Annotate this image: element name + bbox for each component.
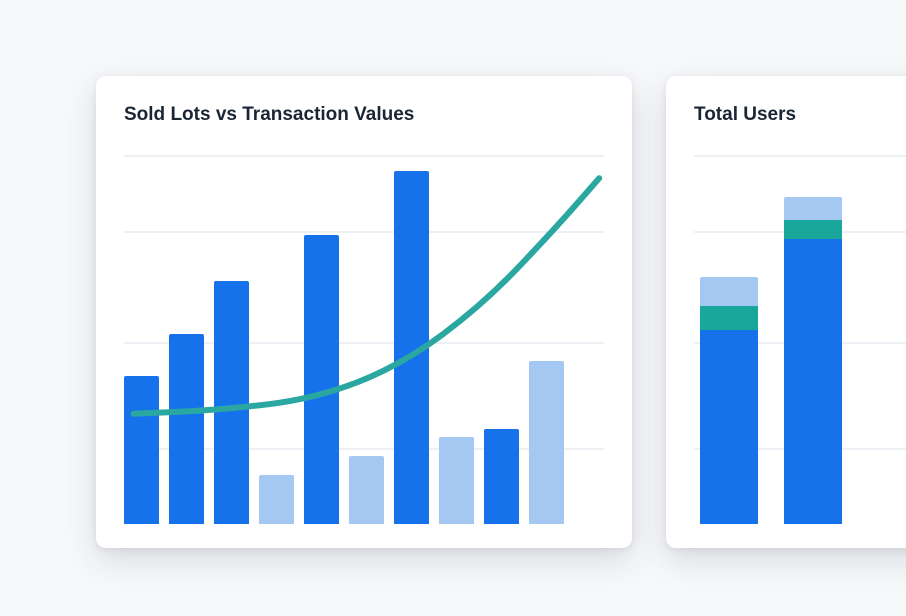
sold-lots-chart	[124, 144, 604, 524]
stacked-bar	[784, 197, 842, 524]
card-title: Total Users	[694, 104, 906, 126]
stacked-bar	[700, 277, 758, 524]
bar-segment	[700, 277, 758, 306]
bar-segment	[784, 197, 842, 220]
dashboard-canvas: Sold Lots vs Transaction Values Total Us…	[0, 0, 906, 616]
bar-segment	[784, 239, 842, 524]
bar-segment	[784, 220, 842, 239]
card-title: Sold Lots vs Transaction Values	[124, 104, 604, 126]
total-users-chart	[694, 144, 906, 524]
bar-segment	[700, 306, 758, 331]
bar-segment	[700, 330, 758, 524]
trend-curve	[124, 144, 604, 524]
total-users-card: Total Users	[666, 76, 906, 548]
stacked-bars	[700, 197, 906, 524]
gridline	[694, 155, 906, 157]
sold-lots-vs-transaction-values-card: Sold Lots vs Transaction Values	[96, 76, 632, 548]
